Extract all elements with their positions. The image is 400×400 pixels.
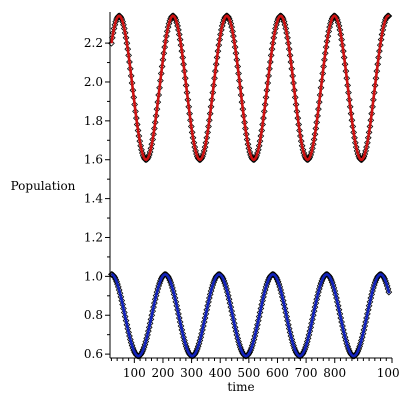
- y-tick-label: 2.0: [84, 75, 103, 89]
- axes-layer: [109, 12, 392, 359]
- x-tick-label: 100: [123, 366, 146, 380]
- series-1-marker: [252, 154, 260, 162]
- x-tick-label: 700: [295, 366, 318, 380]
- x-tick-label: 300: [180, 366, 203, 380]
- y-tick-label: 0.6: [84, 347, 103, 361]
- series-1-marker: [384, 12, 392, 20]
- x-tick-label: 200: [152, 366, 175, 380]
- series-2-marker: [269, 271, 277, 278]
- series-layer: [108, 12, 393, 360]
- y-axis-label: Population: [11, 179, 76, 193]
- x-tick-label: 600: [266, 366, 289, 380]
- y-tick-label: 0.8: [84, 308, 103, 322]
- y-tick-label: 1.4: [84, 192, 103, 206]
- series-1-line: [110, 14, 390, 162]
- y-tick-label: 1.8: [84, 114, 103, 128]
- series-2-marker: [238, 348, 246, 356]
- x-tick-label: 500: [237, 366, 260, 380]
- series-2-marker: [246, 348, 254, 356]
- series-2-marker: [138, 348, 146, 356]
- x-tick-label: 400: [209, 366, 232, 380]
- series-2-marker: [385, 288, 393, 296]
- series-2-line: [111, 273, 391, 358]
- y-tick-label: 1.6: [84, 153, 103, 167]
- x-axis-label: time: [227, 380, 254, 394]
- y-tick-label: 1.0: [84, 269, 103, 283]
- y-tick-label: 1.2: [84, 230, 103, 244]
- x-tick-label: 800: [323, 366, 346, 380]
- series-2-marker: [300, 348, 308, 356]
- y-tick-label: 2.2: [84, 36, 103, 50]
